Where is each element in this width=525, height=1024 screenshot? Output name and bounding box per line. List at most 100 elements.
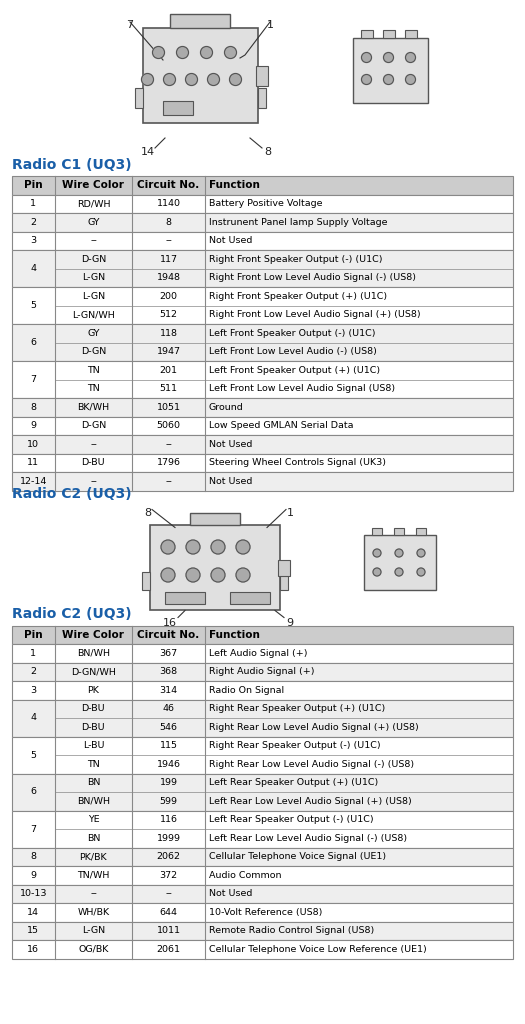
Text: 314: 314 [160, 686, 177, 694]
Text: 2061: 2061 [156, 945, 181, 953]
Text: 3: 3 [30, 237, 36, 246]
Bar [12, 250, 513, 287]
Text: D-GN: D-GN [81, 347, 106, 356]
Text: Cellular Telephone Voice Low Reference (UE1): Cellular Telephone Voice Low Reference (… [209, 945, 427, 953]
Bar [165, 592, 205, 604]
Circle shape [211, 540, 225, 554]
Text: 200: 200 [160, 292, 177, 301]
Text: Not Used: Not Used [209, 889, 252, 898]
Text: 1011: 1011 [156, 927, 181, 935]
Circle shape [373, 568, 381, 575]
Text: 511: 511 [160, 384, 177, 393]
Text: 8: 8 [165, 218, 172, 226]
Text: D-BU: D-BU [81, 723, 105, 732]
Bar [12, 398, 513, 417]
Bar [12, 922, 513, 940]
Bar [12, 885, 513, 903]
Bar [132, 626, 205, 644]
Text: 2: 2 [30, 668, 36, 676]
Circle shape [395, 568, 403, 575]
Bar [12, 195, 513, 213]
Circle shape [142, 74, 153, 85]
Text: --: -- [165, 477, 172, 485]
Text: Left Front Speaker Output (-) (U1C): Left Front Speaker Output (-) (U1C) [209, 329, 375, 338]
Bar [12, 417, 513, 435]
Text: Radio C1 (UQ3): Radio C1 (UQ3) [12, 158, 132, 172]
Text: TN: TN [87, 384, 100, 393]
Bar [12, 287, 513, 305]
Text: OG/BK: OG/BK [78, 945, 109, 953]
Text: YE: YE [88, 815, 99, 824]
Text: Audio Common: Audio Common [209, 870, 281, 880]
Text: Instrunent Panel lamp Supply Voltage: Instrunent Panel lamp Supply Voltage [209, 218, 387, 226]
Text: 118: 118 [160, 329, 177, 338]
Bar [205, 626, 513, 644]
Bar [394, 528, 404, 535]
Bar [12, 940, 513, 958]
Circle shape [186, 568, 200, 582]
Text: Right Rear Low Level Audio Signal (-) (US8): Right Rear Low Level Audio Signal (-) (U… [209, 760, 414, 769]
Text: 10-Volt Reference (US8): 10-Volt Reference (US8) [209, 907, 322, 916]
Text: --: -- [90, 237, 97, 246]
Text: GY: GY [87, 329, 100, 338]
Text: 7: 7 [127, 20, 133, 30]
Circle shape [163, 74, 175, 85]
Text: --: -- [165, 439, 172, 449]
Circle shape [405, 52, 415, 62]
Circle shape [211, 568, 225, 582]
Text: --: -- [165, 237, 172, 246]
Bar [12, 903, 513, 922]
Text: 2062: 2062 [156, 852, 181, 861]
Bar [12, 681, 513, 699]
Text: Pin: Pin [24, 630, 43, 640]
Text: 8: 8 [30, 402, 36, 412]
Bar [12, 398, 513, 417]
Text: 9: 9 [287, 617, 293, 628]
Text: 5: 5 [30, 301, 36, 310]
Text: 4: 4 [30, 714, 36, 723]
Text: Low Speed GMLAN Serial Data: Low Speed GMLAN Serial Data [209, 421, 353, 430]
Bar [12, 663, 513, 681]
Bar [12, 811, 513, 848]
Text: 14: 14 [141, 147, 155, 157]
Bar [12, 287, 55, 324]
Text: 16: 16 [163, 617, 177, 628]
Text: 1946: 1946 [156, 760, 181, 769]
Bar [12, 773, 55, 811]
Bar [142, 28, 257, 123]
Text: 5060: 5060 [156, 421, 181, 430]
Bar [55, 176, 132, 195]
Circle shape [417, 549, 425, 557]
Text: Left Front Low Level Audio (-) (US8): Left Front Low Level Audio (-) (US8) [209, 347, 377, 356]
Bar [12, 699, 55, 736]
Text: Right Front Speaker Output (-) (U1C): Right Front Speaker Output (-) (U1C) [209, 255, 382, 264]
Bar [12, 454, 513, 472]
Bar [170, 13, 230, 28]
Bar [12, 231, 513, 250]
Circle shape [225, 46, 236, 58]
Bar [12, 755, 513, 773]
Text: 1999: 1999 [156, 834, 181, 843]
Text: 644: 644 [160, 907, 177, 916]
Text: 8: 8 [30, 852, 36, 861]
Bar [12, 866, 513, 885]
Bar [12, 773, 513, 811]
Bar [134, 87, 142, 108]
Text: --: -- [90, 889, 97, 898]
Text: 1: 1 [30, 200, 36, 208]
Text: 1948: 1948 [156, 273, 181, 283]
Bar [12, 472, 513, 490]
Bar [404, 30, 416, 38]
Text: 46: 46 [163, 705, 174, 714]
Text: WH/BK: WH/BK [77, 907, 110, 916]
Text: BK/WH: BK/WH [77, 402, 110, 412]
Bar [12, 811, 513, 829]
Bar [280, 572, 288, 590]
Bar [12, 305, 513, 324]
Bar [12, 324, 55, 361]
Circle shape [395, 549, 403, 557]
Bar [12, 644, 513, 663]
Bar [230, 592, 270, 604]
Bar [12, 342, 513, 361]
Text: 599: 599 [160, 797, 177, 806]
